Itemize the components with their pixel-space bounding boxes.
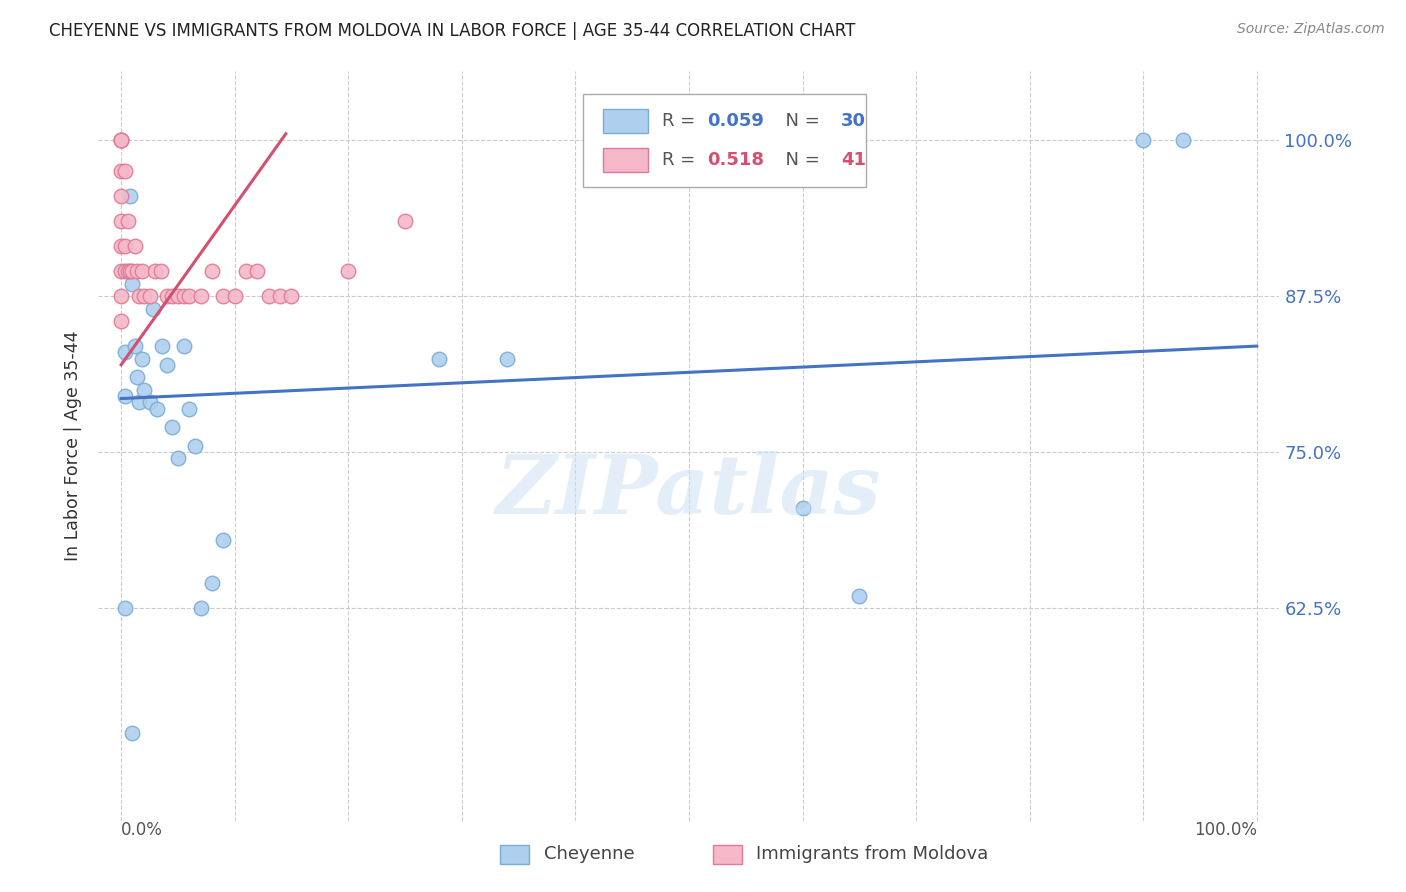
Point <box>117 264 139 278</box>
Point <box>110 189 132 203</box>
Point <box>114 601 136 615</box>
Point <box>155 358 177 372</box>
Point <box>280 289 302 303</box>
Point <box>848 589 870 603</box>
Point <box>246 264 269 278</box>
Bar <box>603 109 648 133</box>
Bar <box>501 845 530 863</box>
Text: R =: R = <box>662 112 700 130</box>
Point <box>110 214 132 228</box>
Point <box>142 301 165 316</box>
Point <box>201 264 224 278</box>
Point <box>132 383 155 397</box>
Point <box>121 264 143 278</box>
Text: 0.518: 0.518 <box>707 152 763 169</box>
Point <box>496 351 519 366</box>
Point <box>162 420 183 434</box>
Point <box>110 239 132 253</box>
Text: 30: 30 <box>841 112 866 130</box>
Point <box>179 289 201 303</box>
Point <box>337 264 360 278</box>
Point <box>110 133 132 147</box>
Point <box>121 277 143 291</box>
Point <box>110 314 132 328</box>
Point <box>110 133 132 147</box>
Text: R =: R = <box>662 152 700 169</box>
Y-axis label: In Labor Force | Age 35-44: In Labor Force | Age 35-44 <box>65 331 83 561</box>
FancyBboxPatch shape <box>582 94 866 187</box>
Point <box>184 439 207 453</box>
Point <box>235 264 257 278</box>
Point <box>212 533 235 547</box>
Text: 41: 41 <box>841 152 866 169</box>
Point <box>427 351 450 366</box>
Point <box>114 239 136 253</box>
Point <box>224 289 246 303</box>
Point <box>138 395 160 409</box>
Point <box>114 345 136 359</box>
Point <box>114 264 136 278</box>
Point <box>117 214 139 228</box>
Point <box>131 351 153 366</box>
Text: 0.059: 0.059 <box>707 112 763 130</box>
Text: 0.0%: 0.0% <box>121 821 163 838</box>
Point <box>190 601 212 615</box>
Point <box>120 189 142 203</box>
Point <box>121 726 143 740</box>
Text: 100.0%: 100.0% <box>1194 821 1257 838</box>
Point <box>212 289 235 303</box>
Point <box>114 389 136 403</box>
Point <box>1132 133 1154 147</box>
Point <box>131 264 153 278</box>
Text: Cheyenne: Cheyenne <box>544 846 634 863</box>
Point <box>173 339 195 353</box>
Point <box>114 164 136 178</box>
Point <box>120 264 142 278</box>
Point <box>167 451 190 466</box>
Point <box>269 289 291 303</box>
Point <box>162 289 183 303</box>
Point <box>138 289 160 303</box>
Text: N =: N = <box>773 152 825 169</box>
Text: Immigrants from Moldova: Immigrants from Moldova <box>756 846 988 863</box>
Point <box>173 289 195 303</box>
Point <box>110 264 132 278</box>
Point <box>150 339 173 353</box>
Point <box>1171 133 1194 147</box>
Point <box>155 289 177 303</box>
Text: CHEYENNE VS IMMIGRANTS FROM MOLDOVA IN LABOR FORCE | AGE 35-44 CORRELATION CHART: CHEYENNE VS IMMIGRANTS FROM MOLDOVA IN L… <box>49 22 856 40</box>
Point <box>128 395 150 409</box>
Point <box>125 264 148 278</box>
Point <box>110 289 132 303</box>
Text: ZIPatlas: ZIPatlas <box>496 451 882 531</box>
Point <box>201 576 224 591</box>
Point <box>257 289 280 303</box>
Point <box>179 401 201 416</box>
Point <box>394 214 416 228</box>
Point <box>167 289 190 303</box>
Point <box>792 501 814 516</box>
Point <box>128 289 150 303</box>
Point <box>190 289 212 303</box>
Bar <box>603 148 648 172</box>
Bar <box>713 845 742 863</box>
Point <box>132 289 155 303</box>
Point <box>143 264 166 278</box>
Point <box>124 339 146 353</box>
Point <box>149 264 172 278</box>
Text: N =: N = <box>773 112 825 130</box>
Point <box>110 164 132 178</box>
Point <box>125 370 148 384</box>
Point <box>146 401 169 416</box>
Point <box>110 133 132 147</box>
Point <box>124 239 146 253</box>
Text: Source: ZipAtlas.com: Source: ZipAtlas.com <box>1237 22 1385 37</box>
